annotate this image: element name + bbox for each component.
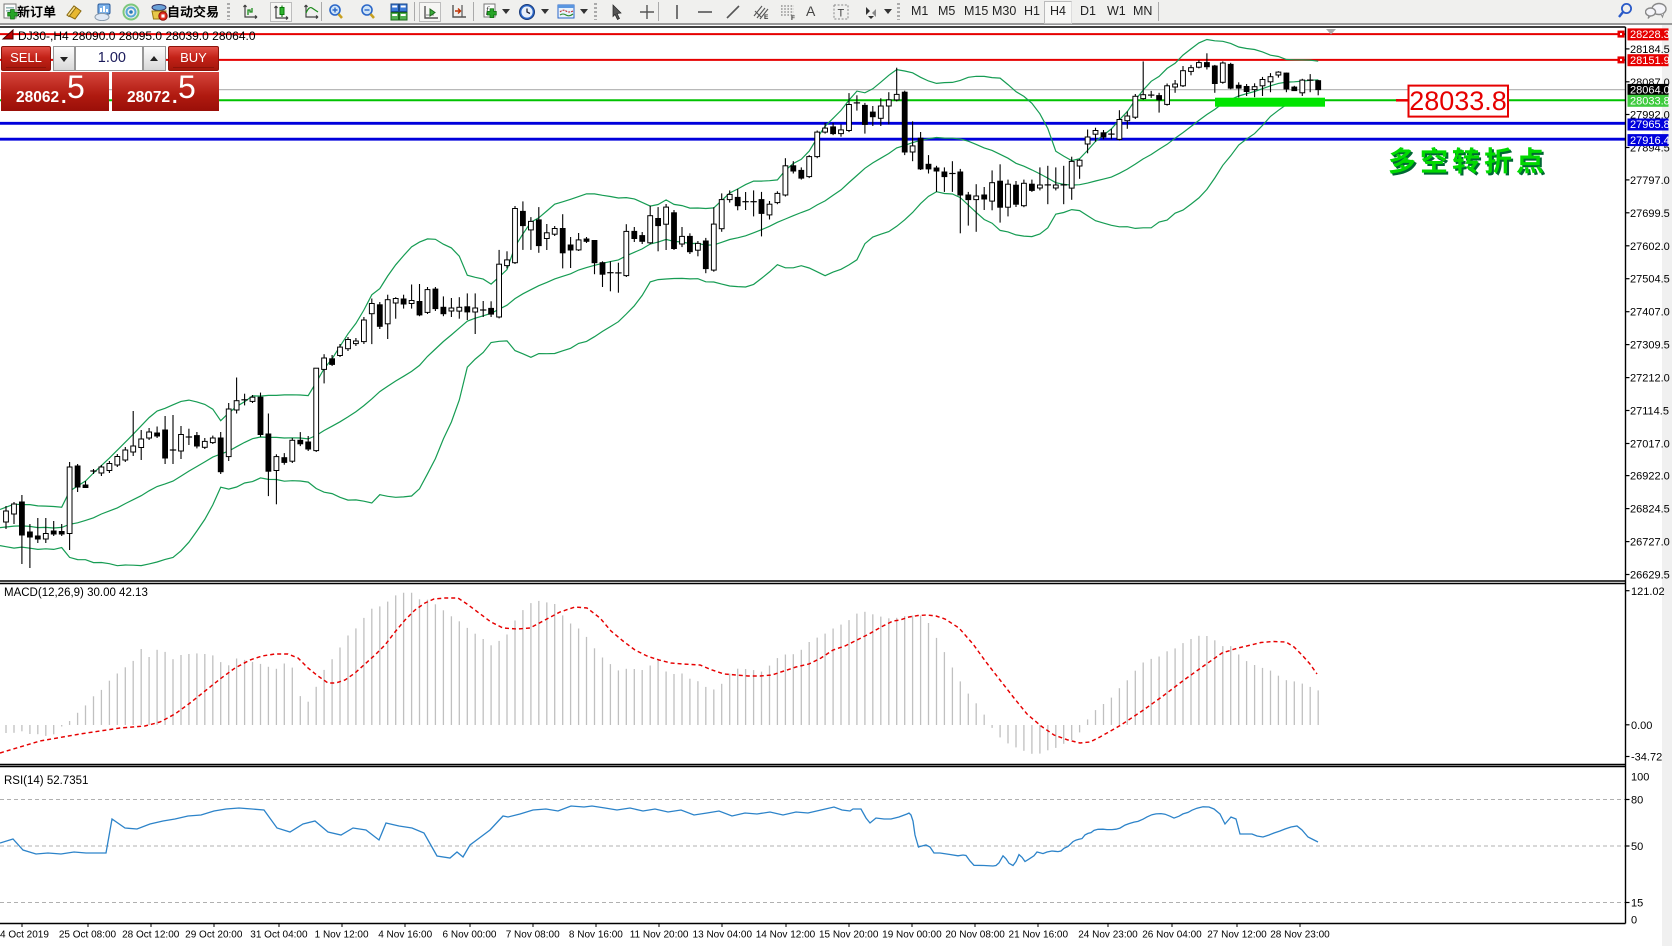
svg-text:21 Nov 16:00: 21 Nov 16:00 (1009, 930, 1069, 941)
svg-text:28033.8: 28033.8 (1409, 86, 1507, 116)
svg-text:50: 50 (1631, 841, 1643, 853)
svg-text:RSI(14) 52.7351: RSI(14) 52.7351 (4, 775, 88, 787)
svg-text:26922.0: 26922.0 (1630, 471, 1670, 483)
svg-text:13 Nov 04:00: 13 Nov 04:00 (693, 930, 753, 941)
svg-text:E: E (764, 14, 769, 21)
svg-text:27212.0: 27212.0 (1630, 373, 1670, 385)
svg-text:27309.5: 27309.5 (1630, 340, 1670, 352)
svg-text:DJ30-,H4 28090.0 28095.0 2803: DJ30-,H4 28090.0 28095.0 28039.0 28064.0 (18, 29, 256, 43)
svg-text:28184.5: 28184.5 (1630, 44, 1670, 56)
svg-text:27 Nov 12:00: 27 Nov 12:00 (1207, 930, 1267, 941)
svg-text:T: T (838, 8, 845, 20)
svg-text:0: 0 (1631, 915, 1637, 927)
svg-text:1 Nov 12:00: 1 Nov 12:00 (315, 930, 369, 941)
svg-text:4 Nov 16:00: 4 Nov 16:00 (378, 930, 432, 941)
svg-text:27114.5: 27114.5 (1630, 406, 1669, 418)
svg-text:11 Nov 20:00: 11 Nov 20:00 (630, 930, 689, 941)
svg-text:26 Nov 04:00: 26 Nov 04:00 (1142, 930, 1202, 941)
svg-text:27797.0: 27797.0 (1630, 175, 1670, 187)
svg-text:-34.72: -34.72 (1631, 752, 1662, 764)
svg-text:27699.5: 27699.5 (1630, 208, 1670, 220)
svg-text:27504.5: 27504.5 (1630, 274, 1670, 286)
svg-text:27965.8: 27965.8 (1630, 119, 1670, 131)
svg-text:26824.5: 26824.5 (1630, 504, 1670, 516)
svg-text:26629.5: 26629.5 (1630, 570, 1670, 582)
svg-text:0.00: 0.00 (1631, 720, 1652, 732)
svg-text:14 Nov 12:00: 14 Nov 12:00 (756, 930, 816, 941)
svg-text:6 Nov 00:00: 6 Nov 00:00 (443, 930, 497, 941)
svg-text:80: 80 (1631, 795, 1643, 807)
svg-text:28 Nov 23:00: 28 Nov 23:00 (1270, 930, 1330, 941)
svg-text:f: f (486, 5, 490, 15)
svg-text:27602.0: 27602.0 (1630, 241, 1670, 253)
svg-text:27017.0: 27017.0 (1630, 439, 1670, 451)
svg-text:19 Nov 00:00: 19 Nov 00:00 (882, 930, 942, 941)
svg-text:25 Oct 08:00: 25 Oct 08:00 (59, 930, 117, 941)
svg-text:15: 15 (1631, 898, 1643, 910)
svg-text:28228.3: 28228.3 (1630, 29, 1670, 41)
svg-text:27916.4: 27916.4 (1630, 135, 1670, 147)
svg-text:26727.0: 26727.0 (1630, 537, 1670, 549)
svg-text:8 Nov 16:00: 8 Nov 16:00 (569, 930, 623, 941)
svg-text:7 Nov 08:00: 7 Nov 08:00 (506, 930, 560, 941)
svg-text:28151.9: 28151.9 (1630, 55, 1670, 67)
svg-text:31 Oct 04:00: 31 Oct 04:00 (250, 930, 308, 941)
svg-text:29 Oct 20:00: 29 Oct 20:00 (185, 930, 243, 941)
svg-text:27407.0: 27407.0 (1630, 307, 1670, 319)
svg-text:MACD(12,26,9) 30.00 42.13: MACD(12,26,9) 30.00 42.13 (4, 587, 148, 599)
svg-text:24 Nov 23:00: 24 Nov 23:00 (1078, 930, 1138, 941)
svg-text:15 Nov 20:00: 15 Nov 20:00 (819, 930, 879, 941)
svg-text:121.02: 121.02 (1631, 586, 1665, 598)
svg-text:20 Nov 08:00: 20 Nov 08:00 (945, 930, 1005, 941)
svg-text:28064.0: 28064.0 (1630, 85, 1670, 97)
svg-text:F: F (791, 15, 795, 21)
svg-text:100: 100 (1631, 772, 1649, 784)
svg-text:28 Oct 12:00: 28 Oct 12:00 (122, 930, 180, 941)
svg-text:4 Oct 2019: 4 Oct 2019 (0, 930, 49, 941)
svg-text:28033.8: 28033.8 (1630, 96, 1670, 108)
